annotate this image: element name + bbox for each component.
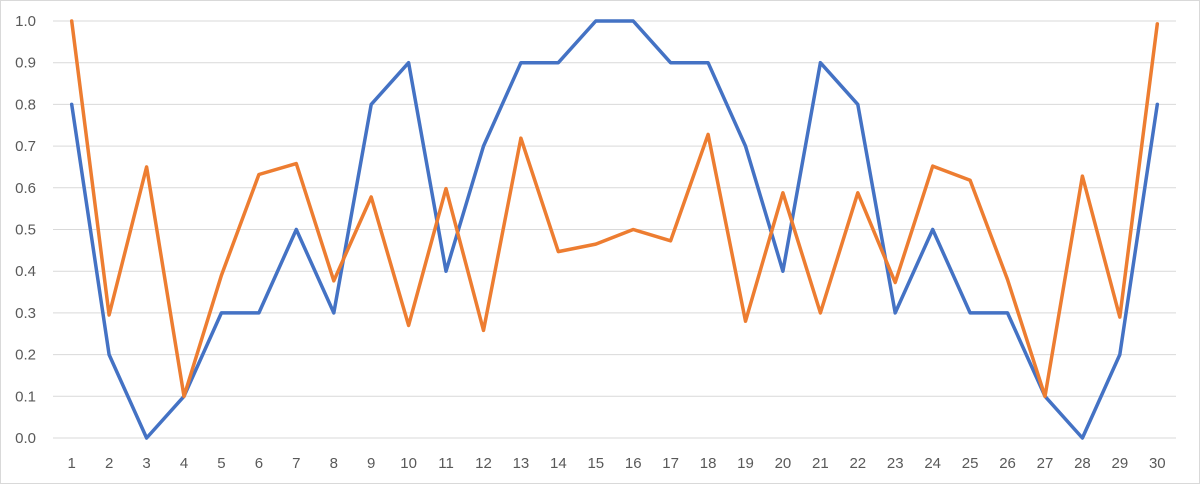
y-tick-label: 0.2 [15, 347, 36, 364]
x-tick-label: 12 [475, 455, 492, 472]
x-tick-label: 23 [887, 455, 904, 472]
x-tick-label: 5 [217, 455, 225, 472]
x-tick-label: 20 [775, 455, 792, 472]
x-tick-label: 10 [400, 455, 417, 472]
y-tick-label: 0.7 [15, 138, 36, 155]
series-line-1 [69, 19, 1160, 440]
x-tick-label: 1 [68, 455, 76, 472]
x-tick-label: 6 [255, 455, 263, 472]
x-tick-label: 4 [180, 455, 188, 472]
x-tick-label: 26 [999, 455, 1016, 472]
x-tick-label: 13 [513, 455, 530, 472]
y-tick-label: 0.0 [15, 430, 36, 447]
x-axis-ticks: 1 2 3 4 5 6 7 8 9 10 11 12 13 14 15 16 17 18 19 20 21 22 23 24 2… [68, 455, 1166, 472]
y-tick-label: 0.3 [15, 305, 36, 322]
x-tick-label: 14 [550, 455, 567, 472]
x-tick-label: 27 [1037, 455, 1054, 472]
x-tick-label: 16 [625, 455, 642, 472]
x-tick-label: 18 [700, 455, 717, 472]
y-tick-label: 0.9 [15, 55, 36, 72]
y-tick-label: 1.0 [15, 13, 36, 30]
y-tick-label: 0.5 [15, 222, 36, 239]
x-tick-label: 28 [1074, 455, 1091, 472]
x-tick-label: 15 [587, 455, 604, 472]
gridlines [53, 20, 1176, 439]
y-tick-label: 0.4 [15, 263, 36, 280]
series-layer [69, 19, 1160, 440]
x-tick-label: 22 [849, 455, 866, 472]
x-tick-label: 25 [962, 455, 979, 472]
x-tick-label: 3 [142, 455, 150, 472]
x-tick-label: 17 [662, 455, 679, 472]
x-tick-label: 7 [292, 455, 300, 472]
x-tick-label: 9 [367, 455, 375, 472]
x-tick-label: 2 [105, 455, 113, 472]
x-tick-label: 11 [438, 455, 454, 472]
x-tick-label: 19 [737, 455, 754, 472]
x-tick-label: 29 [1112, 455, 1129, 472]
y-axis-ticks: 0.0 0.1 0.2 0.3 0.4 0.5 0.6 0.7 0.8 0.9 1.0 [15, 13, 36, 447]
x-tick-label: 30 [1149, 455, 1166, 472]
x-tick-label: 8 [330, 455, 338, 472]
y-tick-label: 0.8 [15, 96, 36, 113]
x-tick-label: 24 [924, 455, 941, 472]
y-tick-label: 0.6 [15, 180, 36, 197]
x-tick-label: 21 [812, 455, 829, 472]
series-line-2 [69, 19, 1160, 399]
y-tick-label: 0.1 [15, 388, 36, 405]
